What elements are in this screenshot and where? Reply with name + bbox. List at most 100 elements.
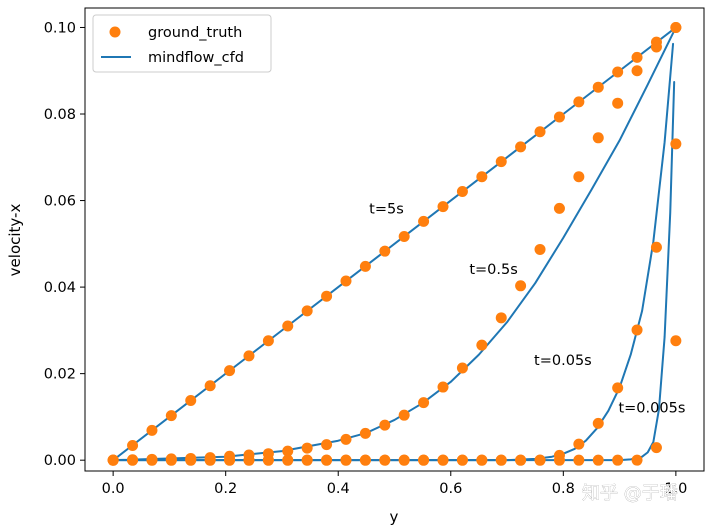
ground-truth-point [321, 454, 333, 466]
ground-truth-point [456, 362, 468, 374]
ground-truth-point [573, 171, 585, 183]
y-tick-label: 0.02 [44, 367, 76, 383]
ground-truth-point [379, 419, 391, 431]
ground-truth-point [592, 454, 604, 466]
ground-truth-point [146, 424, 158, 436]
ground-truth-point [301, 454, 313, 466]
ground-truth-point [398, 230, 410, 242]
ground-truth-point [340, 275, 352, 287]
watermark-text: 知乎 @于璠 [582, 483, 678, 504]
ground-truth-point [631, 65, 643, 77]
y-tick-label: 0.00 [44, 453, 76, 469]
x-tick-label: 0.0 [102, 481, 125, 497]
ground-truth-point [165, 410, 177, 422]
ground-truth-point [592, 81, 604, 93]
ground-truth-point [553, 454, 565, 466]
ground-truth-point [204, 380, 216, 392]
ground-truth-point [379, 245, 391, 257]
ground-truth-point [437, 381, 449, 393]
ground-truth-point [185, 454, 197, 466]
ground-truth-point [398, 409, 410, 421]
ground-truth-point [515, 280, 527, 292]
legend-marker-ground-truth [109, 26, 121, 38]
time-annotation: t=5s [369, 202, 404, 218]
ground-truth-point [127, 454, 139, 466]
ground-truth-point [437, 201, 449, 213]
ground-truth-point [301, 442, 313, 454]
time-annotation: t=0.05s [534, 353, 592, 369]
ground-truth-point [612, 454, 624, 466]
ground-truth-point [359, 454, 371, 466]
ground-truth-point [282, 454, 294, 466]
ground-truth-point [534, 243, 546, 255]
legend-label-mindflow-cfd: mindflow_cfd [148, 50, 244, 66]
ground-truth-point [224, 454, 236, 466]
ground-truth-point [165, 454, 177, 466]
ground-truth-point [418, 397, 430, 409]
ground-truth-point [418, 215, 430, 227]
ground-truth-point [379, 454, 391, 466]
ground-truth-point [127, 439, 139, 451]
ground-truth-point [262, 454, 274, 466]
ground-truth-point [359, 260, 371, 272]
ground-truth-point [282, 320, 294, 332]
ground-truth-point [534, 454, 546, 466]
ground-truth-point [282, 445, 294, 457]
legend: ground_truth mindflow_cfd [92, 14, 272, 73]
mindflow-cfd-line-3 [112, 80, 676, 462]
ground-truth-point [650, 41, 662, 53]
ground-truth-point [670, 21, 682, 33]
ground-truth-point [573, 438, 585, 450]
ground-truth-point [612, 97, 624, 109]
ground-truth-point [592, 417, 604, 429]
ground-truth-point [243, 454, 255, 466]
ticks-layer: 0.0 0.2 0.4 0.6 0.8 1.0 0.00 0.02 0.04 0.06 0.08 0.… [44, 20, 688, 497]
plot-frame [84, 7, 705, 472]
legend-box [92, 14, 272, 73]
ground-truth-point [515, 141, 527, 153]
ground-truth-point [340, 433, 352, 445]
ground-truth-point [204, 454, 216, 466]
ground-truth-point [650, 442, 662, 454]
ground-truth-point [612, 382, 624, 394]
ground-truth-point [185, 394, 197, 406]
ground-truth-point [321, 290, 333, 302]
ground-truth-point [456, 454, 468, 466]
ground-truth-point [670, 335, 682, 347]
x-tick-label: 1.0 [664, 481, 687, 497]
ground-truth-point [301, 305, 313, 317]
ground-truth-point [146, 454, 158, 466]
y-tick-label: 0.04 [44, 280, 76, 296]
y-tick-label: 0.10 [44, 20, 76, 36]
ground-truth-point [437, 454, 449, 466]
ground-truth-point [456, 185, 468, 197]
y-axis-label: velocity-x [6, 204, 24, 277]
ground-truth-point [650, 241, 662, 253]
ground-truth-point [495, 156, 507, 168]
ground-truth-point [553, 111, 565, 123]
ground-truth-point [359, 427, 371, 439]
time-annotation: t=0.005s [618, 401, 685, 417]
ground-truth-point [321, 439, 333, 451]
x-axis-label: y [390, 508, 399, 526]
ground-truth-point [224, 365, 236, 377]
data-marks-layer [107, 21, 682, 466]
legend-label-ground-truth: ground_truth [148, 25, 242, 41]
ground-truth-point [495, 312, 507, 324]
ground-truth-point [612, 66, 624, 78]
ground-truth-point [476, 454, 488, 466]
ground-truth-point [631, 454, 643, 466]
ground-truth-point [476, 339, 488, 351]
ground-truth-point [476, 171, 488, 183]
annotations-layer: t=5s t=0.5s t=0.05s t=0.005s [369, 202, 685, 417]
time-annotation: t=0.5s [469, 262, 517, 278]
ground-truth-point [592, 132, 604, 144]
x-tick-label: 0.2 [214, 481, 237, 497]
x-tick-label: 0.8 [552, 481, 575, 497]
ground-truth-point [243, 350, 255, 362]
ground-truth-point [418, 454, 430, 466]
ground-truth-point [398, 454, 410, 466]
